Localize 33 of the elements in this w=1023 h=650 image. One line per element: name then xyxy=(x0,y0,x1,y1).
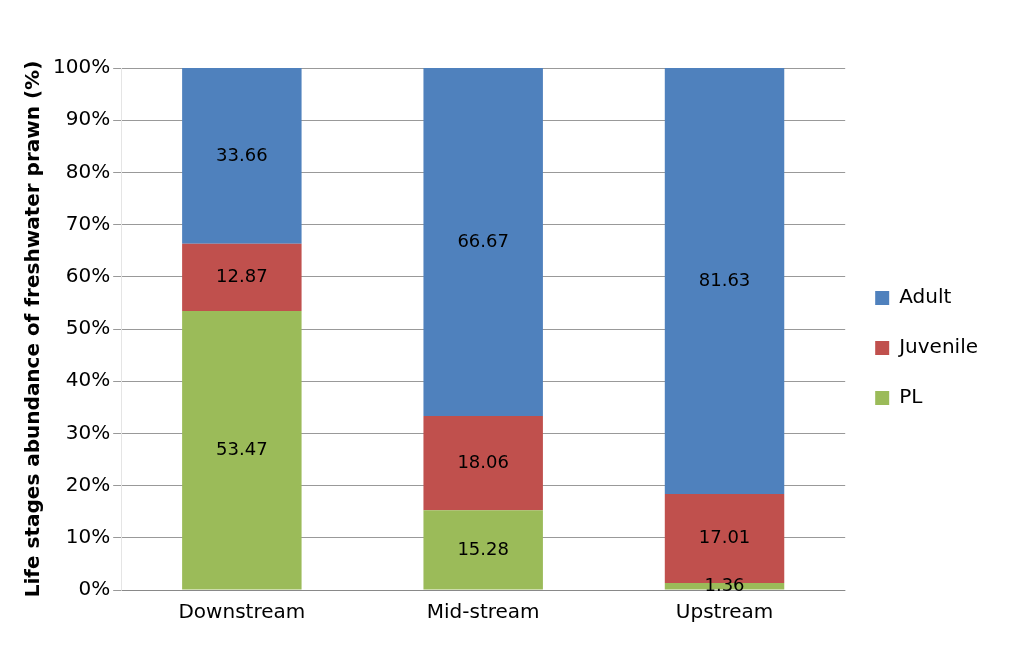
legend-label: PL xyxy=(899,384,924,409)
data-label: 66.67 xyxy=(457,229,509,251)
y-tick-label: 30% xyxy=(65,419,111,444)
legend-label: Juvenile xyxy=(897,334,978,359)
data-label: 81.63 xyxy=(698,268,751,290)
y-tick-label: 40% xyxy=(65,367,111,392)
x-tick-label: Mid-stream xyxy=(426,599,540,624)
bar xyxy=(182,68,302,244)
legend-label: Adult xyxy=(899,284,952,309)
data-label: 15.28 xyxy=(457,537,509,559)
y-tick-label: 70% xyxy=(65,210,111,235)
data-label: 18.06 xyxy=(457,450,509,472)
y-tick-label: 80% xyxy=(65,158,111,183)
bar xyxy=(664,68,785,495)
bar xyxy=(182,243,302,311)
data-label: 12.87 xyxy=(216,264,268,286)
y-tick-label: 60% xyxy=(65,263,111,287)
y-tick-label: 20% xyxy=(65,471,111,496)
y-tick-label: 10% xyxy=(65,524,111,548)
data-label: 17.01 xyxy=(698,526,751,548)
y-tick-label: 0% xyxy=(78,576,111,601)
bar xyxy=(182,310,302,590)
x-tick-label: Downstream xyxy=(178,599,306,624)
x-tick-label: Upstream xyxy=(675,599,774,624)
bar xyxy=(423,510,543,590)
y-tick-label: 100% xyxy=(52,54,111,79)
bar xyxy=(423,68,543,416)
data-label: 33.66 xyxy=(216,143,268,165)
y-axis-title: Life stages abundance of freshwater prawn (%) xyxy=(20,60,45,598)
bar xyxy=(423,415,543,511)
y-tick-label: 90% xyxy=(65,106,111,131)
data-label: 53.47 xyxy=(216,437,268,459)
y-tick-label: 50% xyxy=(65,315,111,340)
